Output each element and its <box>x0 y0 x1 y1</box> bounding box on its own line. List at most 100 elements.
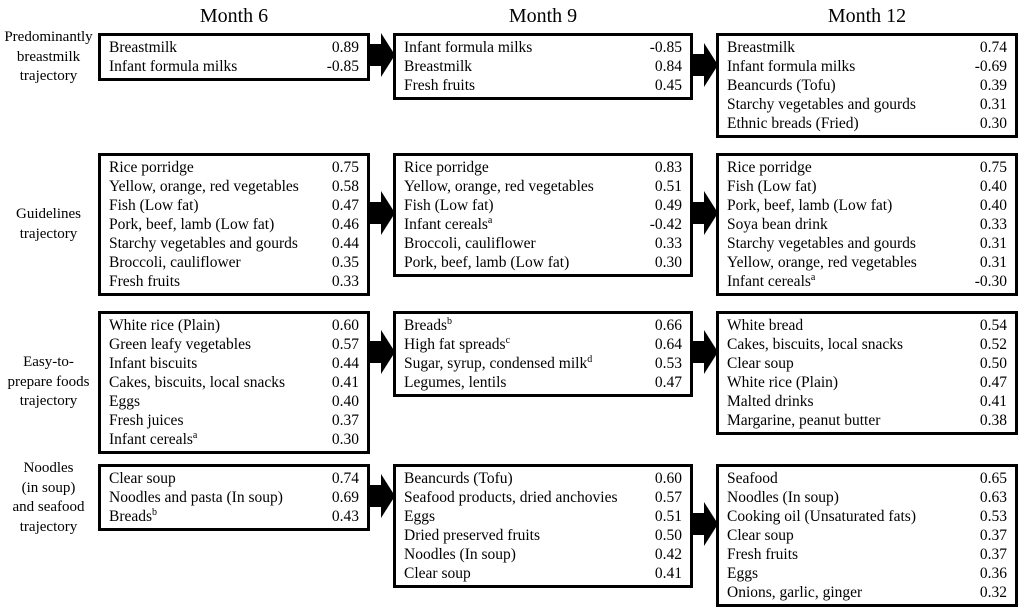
column-header-month-12: Month 12 <box>827 5 907 27</box>
food-item: Infant formula milks -0.69 <box>719 57 1015 76</box>
food-item: Legumes, lentils 0.47 <box>396 373 690 392</box>
trajectory-row-label-line: Noodles <box>23 460 74 476</box>
food-item-name: Rice porridge <box>727 159 812 176</box>
food-item-loading: 0.47 <box>654 374 682 391</box>
food-item-name: White rice (Plain) <box>109 317 221 334</box>
factor-box: Rice porridge 0.75 Fish (Low fat) 0.40 Pork,… <box>716 153 1018 296</box>
food-item-loading: 0.31 <box>979 235 1007 252</box>
food-item-loading: 0.50 <box>654 527 682 544</box>
food-item: White rice (Plain) 0.60 <box>101 316 367 335</box>
trajectory-row-label-line: breastmilk <box>16 48 81 65</box>
food-item-name: Breastmilk <box>727 39 796 56</box>
arrow-right-icon <box>691 191 718 235</box>
food-item-name: Infant cerealsa <box>727 271 816 290</box>
food-item-loading: 0.60 <box>654 470 682 487</box>
arrow-right-icon <box>691 330 718 374</box>
food-item-loading: 0.63 <box>979 489 1007 506</box>
food-item: Dried preserved fruits 0.50 <box>396 526 690 545</box>
food-item-loading: -0.30 <box>974 273 1007 290</box>
food-item-loading: 0.51 <box>654 178 682 195</box>
food-item-loading: 0.65 <box>979 470 1007 487</box>
food-item-name: White bread <box>727 317 804 334</box>
food-item: Starchy vegetables and gourds 0.44 <box>101 234 367 253</box>
food-item-loading: 0.44 <box>331 355 359 372</box>
food-item: Infant cerealsa -0.30 <box>719 272 1015 291</box>
food-item: Fresh juices 0.37 <box>101 411 367 430</box>
food-item-name: Noodles (In soup) <box>727 489 839 506</box>
food-item-name: Fish (Low fat) <box>109 197 199 214</box>
food-item-loading: 0.33 <box>654 235 682 252</box>
food-item-loading: 0.58 <box>331 178 359 195</box>
food-item-name: Fish (Low fat) <box>404 197 494 214</box>
food-item: Fresh fruits 0.33 <box>101 272 367 291</box>
food-item-name: Clear soup <box>109 470 176 487</box>
food-item-name: Margarine, peanut butter <box>727 412 881 429</box>
food-item-loading: 0.35 <box>331 254 359 271</box>
food-item: Pork, beef, lamb (Low fat) 0.30 <box>396 253 690 272</box>
food-item-name: Noodles and pasta (In soup) <box>109 489 283 506</box>
food-item-name: Fish (Low fat) <box>727 178 817 195</box>
food-item-name: Starchy vegetables and gourds <box>109 235 298 252</box>
food-item-name: Beancurds (Tofu) <box>404 470 513 487</box>
food-item: Seafood 0.65 <box>719 469 1015 488</box>
food-item: Infant biscuits 0.44 <box>101 354 367 373</box>
food-item: Broccoli, cauliflower 0.33 <box>396 234 690 253</box>
column-header-month-9: Month 9 <box>508 5 578 27</box>
food-item-name: Pork, beef, lamb (Low fat) <box>727 197 893 214</box>
food-item-name: Broccoli, cauliflower <box>109 254 241 271</box>
food-item-loading: 0.45 <box>654 77 682 94</box>
food-item-name: Noodles (In soup) <box>404 546 516 563</box>
food-item: Onions, garlic, ginger 0.32 <box>719 583 1015 602</box>
food-item: Seafood products, dried anchovies 0.57 <box>396 488 690 507</box>
food-item-name: Ethnic breads (Fried) <box>727 115 859 132</box>
food-item-loading: 0.69 <box>331 489 359 506</box>
food-item: Malted drinks 0.41 <box>719 392 1015 411</box>
food-item-name: Rice porridge <box>404 159 489 176</box>
food-item-loading: 0.37 <box>979 527 1007 544</box>
trajectory-row-label: Noodles (in soup) and seafood trajectory <box>0 459 97 537</box>
food-item-loading: -0.69 <box>974 58 1007 75</box>
food-item-name: Breadsb <box>404 315 453 334</box>
footnote-superscript: b <box>447 315 453 327</box>
food-item-loading: 0.33 <box>979 216 1007 233</box>
food-item-loading: 0.64 <box>654 336 682 353</box>
trajectory-row-label: Predominantly breastmilk trajectory <box>0 28 97 87</box>
food-item: Breastmilk 0.74 <box>719 38 1015 57</box>
food-item-loading: -0.85 <box>326 58 359 75</box>
food-item-loading: 0.30 <box>331 431 359 448</box>
food-item: Pork, beef, lamb (Low fat) 0.40 <box>719 196 1015 215</box>
factor-box: Breastmilk 0.74 Infant formula milks -0.69 B… <box>716 33 1018 138</box>
food-item-name: Starchy vegetables and gourds <box>727 96 916 113</box>
footnote-superscript: d <box>587 353 593 365</box>
food-item-name: Fresh juices <box>109 412 184 429</box>
food-item-name: Breastmilk <box>404 58 473 75</box>
food-item: Yellow, orange, red vegetables 0.51 <box>396 177 690 196</box>
arrow-right-icon <box>368 33 395 77</box>
food-item-loading: 0.44 <box>331 235 359 252</box>
factor-box: Clear soup 0.74 Noodles and pasta (In soup… <box>98 464 370 531</box>
food-item-loading: 0.75 <box>331 159 359 176</box>
food-item-name: Rice porridge <box>109 159 194 176</box>
trajectory-row-label-line: trajectory <box>19 225 78 242</box>
factor-box: Infant formula milks -0.85 Breastmilk 0.84 F… <box>393 33 693 100</box>
arrow-right-icon <box>368 191 395 235</box>
trajectory-row-label-line: prepare foods <box>7 373 90 390</box>
food-item-name: Malted drinks <box>727 393 814 410</box>
food-item-loading: 0.66 <box>654 317 682 334</box>
food-item: Pork, beef, lamb (Low fat) 0.46 <box>101 215 367 234</box>
food-item-name: Infant formula milks <box>727 58 856 75</box>
food-item-loading: 0.75 <box>979 159 1007 176</box>
trajectory-row-label-line: trajectory <box>19 393 78 409</box>
food-item-loading: 0.30 <box>654 254 682 271</box>
food-item-name: Dried preserved fruits <box>404 527 541 544</box>
food-item-name: Legumes, lentils <box>404 374 507 391</box>
footnote-superscript: a <box>810 271 816 283</box>
footnote-superscript: a <box>487 214 493 226</box>
food-item-name: Seafood products, dried anchovies <box>404 489 618 506</box>
trajectory-row-label-line: (in soup) <box>21 479 76 496</box>
food-item-name: Broccoli, cauliflower <box>404 235 536 252</box>
food-item-name: Cakes, biscuits, local snacks <box>727 336 904 353</box>
food-item: Clear soup 0.74 <box>101 469 367 488</box>
food-item-name: Breastmilk <box>109 39 178 56</box>
food-item-name: Yellow, orange, red vegetables <box>109 178 299 195</box>
